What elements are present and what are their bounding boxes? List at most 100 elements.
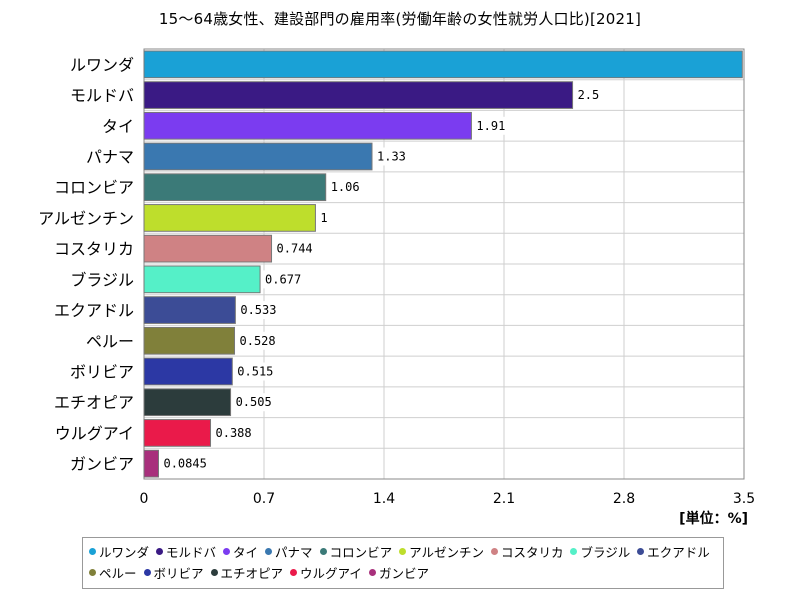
legend-label: ボリビア xyxy=(153,566,204,581)
legend-label: エクアドル xyxy=(647,545,710,560)
unit-label: [単位：%] xyxy=(679,511,748,527)
data-label: 1.06 xyxy=(331,180,360,194)
legend-label: ブラジル xyxy=(580,545,631,560)
data-label-bg xyxy=(574,86,602,105)
legend-item: ルワンダ xyxy=(89,541,149,562)
x-tick-label: 2.8 xyxy=(613,491,635,507)
data-label-bg xyxy=(317,208,331,227)
data-label: 1.33 xyxy=(377,150,406,164)
x-tick-label: 1.4 xyxy=(373,491,395,507)
legend-label: エチオピア xyxy=(220,566,284,581)
plot-border xyxy=(143,48,745,480)
data-label-bg xyxy=(473,116,508,135)
data-label-bg xyxy=(212,423,254,442)
category-label: ウルグアイ xyxy=(55,424,134,443)
data-label: 0.0845 xyxy=(163,457,206,471)
chart-title: 15～64歳女性、建設部門の雇用率(労働年齢の女性就労人口比)[2021] xyxy=(158,10,642,28)
bar xyxy=(143,204,316,232)
legend-label: モルドバ xyxy=(166,545,217,560)
legend-marker xyxy=(89,548,96,555)
category-label: タイ xyxy=(102,117,134,136)
legend-marker xyxy=(319,548,327,555)
data-label-bg xyxy=(160,454,209,473)
legend-marker xyxy=(89,569,96,576)
data-label-bg xyxy=(273,239,315,258)
legend-item: アルゼンチン xyxy=(399,541,484,562)
legend-marker xyxy=(143,569,151,576)
legend-item: パナマ xyxy=(265,541,313,562)
data-label-bg xyxy=(236,331,278,350)
bar xyxy=(143,388,232,417)
bar xyxy=(143,50,743,79)
bar xyxy=(143,234,273,263)
legend-item: エクアドル xyxy=(637,541,710,562)
legend-item: ボリビア xyxy=(143,562,204,583)
category-label: コロンビア xyxy=(54,178,134,197)
bar xyxy=(143,357,233,386)
category-label: ボリビア xyxy=(70,363,134,382)
legend-item: ブラジル xyxy=(570,541,630,562)
data-label: 1.91 xyxy=(476,119,505,133)
data-label: 2.5 xyxy=(578,88,600,102)
category-label: コスタリカ xyxy=(54,240,134,259)
data-label-bg xyxy=(327,178,362,197)
bar xyxy=(143,142,373,171)
legend-item: コロンビア xyxy=(319,541,393,562)
category-label: ペルー xyxy=(86,332,134,351)
legend-label: ルワンダ xyxy=(99,545,150,560)
legend-item: モルドバ xyxy=(156,541,216,562)
bar xyxy=(143,81,574,109)
legend-marker xyxy=(223,548,231,555)
legend-label: パナマ xyxy=(275,545,313,560)
bar xyxy=(143,265,261,294)
legend-marker xyxy=(210,569,218,576)
data-label-bg xyxy=(234,362,276,381)
category-label: パナマ xyxy=(86,148,134,167)
category-label: アルゼンチン xyxy=(38,209,134,228)
legend-label: ペルー xyxy=(99,566,137,581)
bar xyxy=(143,449,159,478)
legend-label: タイ xyxy=(233,545,259,560)
x-tick-label: 0.7 xyxy=(253,491,275,507)
data-label-bg xyxy=(374,147,408,166)
data-label-bg xyxy=(232,393,274,412)
legend-marker xyxy=(399,548,407,555)
bar xyxy=(143,326,236,355)
data-label: 1 xyxy=(320,211,327,225)
x-tick-label: 3.5 xyxy=(733,491,755,507)
x-tick-label: 0 xyxy=(140,491,149,507)
data-label: 0.505 xyxy=(236,395,272,409)
legend-marker xyxy=(490,548,498,555)
legend-label: コロンビア xyxy=(329,545,393,560)
legend-marker xyxy=(290,569,298,576)
data-label: 0.677 xyxy=(265,272,301,286)
legend-item: タイ xyxy=(223,541,258,562)
legend-item: ペルー xyxy=(89,562,137,583)
bar xyxy=(143,296,236,324)
x-tick-label: 2.1 xyxy=(493,491,515,507)
category-label: ルワンダ xyxy=(70,55,134,74)
legend-marker xyxy=(368,569,376,576)
data-label-bg xyxy=(262,270,304,289)
data-label-bg xyxy=(237,301,279,320)
legend-item: ウルグアイ xyxy=(290,562,362,583)
data-label: 0.515 xyxy=(237,365,273,379)
bar xyxy=(143,419,212,447)
bar xyxy=(143,111,472,140)
legend: ルワンダ モルドバ タイ パナマ コロンビア アルゼンチン コスタリカ ブラジル エクアドルペル… xyxy=(82,537,724,589)
category-label: ガンビア xyxy=(70,455,134,474)
category-label: エクアドル xyxy=(54,301,134,320)
legend-item: コスタリカ xyxy=(490,541,563,562)
legend-marker xyxy=(570,548,578,555)
legend-item: エチオピア xyxy=(210,562,284,583)
category-label: エチオピア xyxy=(54,393,134,412)
data-label: 0.533 xyxy=(240,303,276,317)
data-label: 0.388 xyxy=(216,426,252,440)
legend-label: ウルグアイ xyxy=(300,566,362,581)
category-label: ブラジル xyxy=(70,270,134,289)
legend-label: アルゼンチン xyxy=(409,545,484,560)
data-label: 0.528 xyxy=(240,334,276,348)
legend-item: ガンビア xyxy=(368,562,429,583)
